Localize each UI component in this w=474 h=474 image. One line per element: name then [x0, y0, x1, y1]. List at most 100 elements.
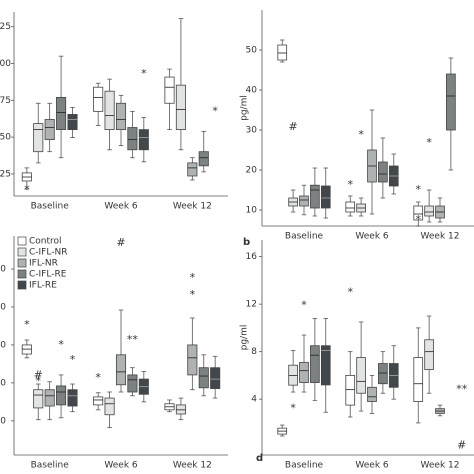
- box: [104, 397, 115, 416]
- y-tick-label: 16: [246, 252, 258, 262]
- box: [187, 344, 198, 376]
- y-tick-label: 10: [0, 416, 6, 426]
- box: [378, 161, 388, 183]
- annotation: *: [347, 178, 353, 191]
- box: [115, 102, 127, 131]
- annotation: *: [301, 298, 307, 311]
- annotation: #: [457, 438, 466, 451]
- y-tick-label: 50: [0, 265, 6, 275]
- x-tick-label: Week 6: [355, 461, 389, 471]
- annotation: *: [58, 338, 64, 351]
- box: [187, 162, 198, 177]
- y-tick-label: 30: [0, 340, 6, 350]
- y-tick-label: 40: [0, 302, 6, 312]
- legend-swatch: [17, 280, 27, 290]
- box: [210, 367, 221, 389]
- annotation: *: [358, 128, 364, 141]
- annotation: #: [116, 236, 125, 249]
- y-tick-label: 4: [251, 395, 257, 405]
- y-tick-label: 20: [0, 378, 6, 388]
- x-tick-label: Week 6: [104, 202, 138, 212]
- x-tick-label: Week 12: [421, 232, 460, 242]
- box: [424, 205, 434, 217]
- annotation: *: [426, 136, 432, 149]
- box: [44, 119, 55, 141]
- annotation: *: [70, 353, 76, 366]
- y-tick-label: 125: [0, 22, 11, 32]
- box: [378, 363, 388, 385]
- box: [356, 357, 366, 394]
- box: [446, 73, 456, 131]
- annotation: **: [456, 383, 468, 396]
- y-tick-label: 20: [246, 166, 258, 176]
- box: [56, 96, 67, 131]
- box: [138, 129, 149, 151]
- box: [115, 354, 127, 386]
- panel-label: d: [256, 453, 263, 464]
- box: [367, 386, 377, 402]
- panel-label: b: [243, 237, 250, 248]
- annotation: *: [190, 271, 196, 284]
- annotation: *: [141, 67, 147, 80]
- annotation: *: [415, 213, 421, 226]
- x-tick-label: Week 6: [104, 461, 138, 471]
- box: [299, 195, 309, 207]
- box: [277, 44, 288, 61]
- box: [56, 385, 67, 406]
- box: [67, 389, 78, 407]
- x-tick-label: Week 12: [173, 461, 212, 471]
- annotation: #: [34, 368, 43, 381]
- box: [44, 389, 55, 407]
- x-tick-label: Week 12: [421, 461, 460, 471]
- x-tick-label: Baseline: [31, 202, 70, 212]
- y-tick-label: 100: [0, 59, 11, 69]
- x-tick-label: Baseline: [31, 461, 70, 471]
- box: [424, 339, 434, 370]
- box: [320, 185, 331, 209]
- box: [175, 84, 186, 131]
- box: [310, 184, 320, 209]
- box: [345, 375, 356, 406]
- box: [93, 396, 104, 406]
- box: [164, 76, 175, 104]
- annotation: #: [289, 120, 298, 133]
- y-tick-label: 50: [0, 133, 11, 143]
- legend-label: IFL-NR: [29, 259, 58, 269]
- y-tick-label: 12: [246, 300, 257, 310]
- box: [127, 374, 138, 393]
- box: [413, 205, 424, 221]
- legend-swatch: [17, 258, 27, 268]
- box: [413, 357, 424, 402]
- box: [198, 367, 209, 389]
- x-tick-label: Week 12: [173, 202, 212, 212]
- box: [299, 361, 309, 383]
- legend-swatch: [17, 236, 27, 246]
- annotation: *: [95, 371, 101, 384]
- x-tick-label: Baseline: [285, 461, 324, 471]
- annotation: *: [190, 288, 196, 301]
- x-tick-label: Week 6: [355, 232, 389, 242]
- legend-swatch: [17, 269, 27, 279]
- annotation: *: [24, 318, 30, 331]
- box: [345, 201, 356, 213]
- y-axis-label: pg/ml: [240, 95, 250, 121]
- legend-label: C-IFL-RE: [29, 270, 67, 280]
- annotation: **: [127, 333, 139, 346]
- annotation: *: [415, 183, 421, 196]
- box: [320, 345, 331, 386]
- y-tick-label: 50: [246, 46, 258, 56]
- annotation: *: [347, 285, 353, 298]
- legend-swatch: [17, 247, 27, 257]
- box: [104, 90, 115, 131]
- y-tick-label: 75: [0, 96, 11, 106]
- y-tick-label: 25: [0, 169, 11, 179]
- box: [33, 389, 44, 409]
- legend-label: Control: [29, 237, 62, 247]
- box: [127, 127, 138, 151]
- x-tick-label: Baseline: [285, 232, 324, 242]
- legend-label: IFL-RE: [29, 281, 57, 291]
- box: [67, 114, 78, 131]
- annotation: *: [290, 402, 296, 415]
- y-axis-label: pg/ml: [240, 325, 250, 351]
